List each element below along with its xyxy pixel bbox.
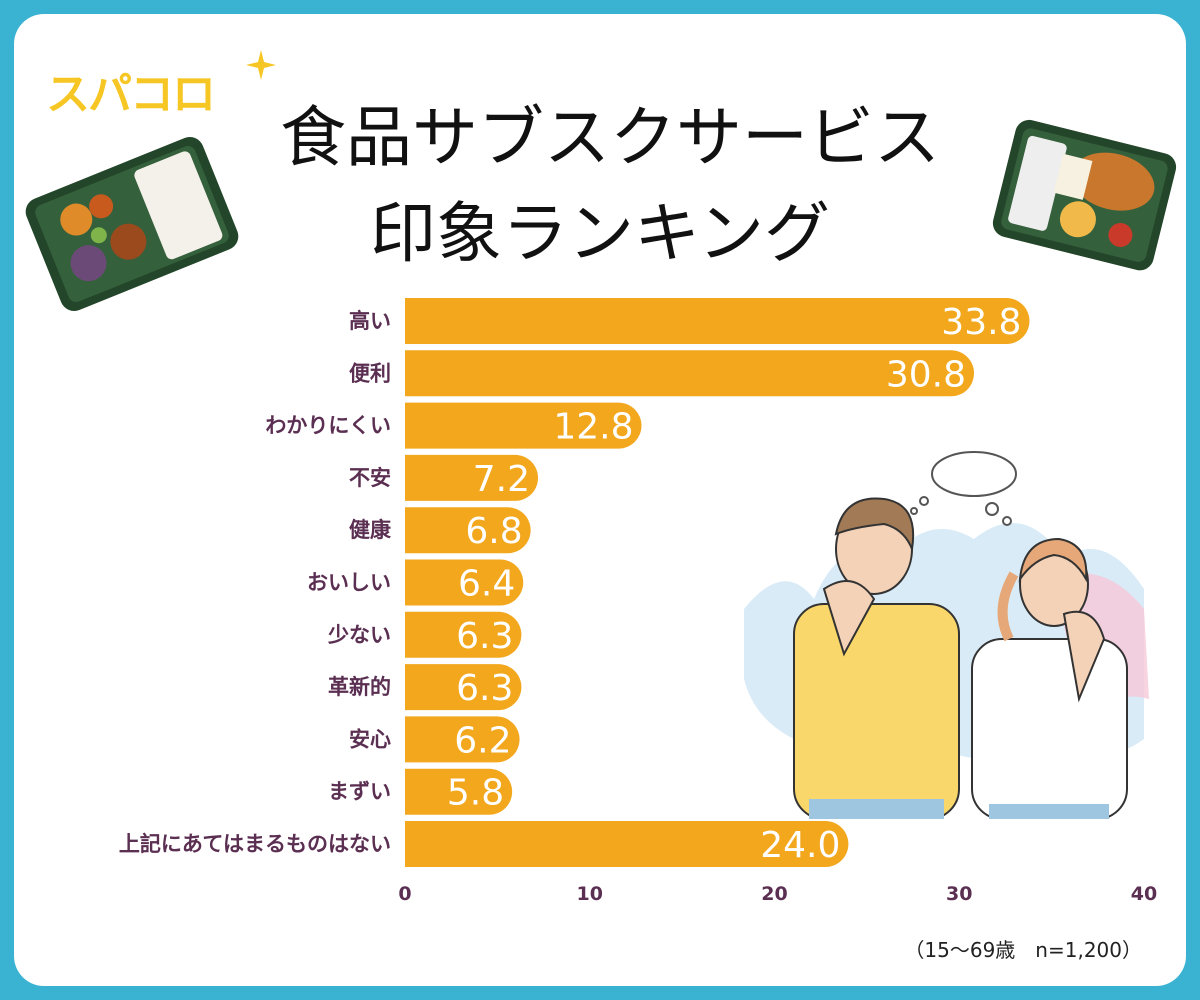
x-axis-ticks: 0 10 20 30 40 bbox=[398, 883, 1157, 905]
bar bbox=[405, 454, 539, 501]
category-label: わかりにくい bbox=[265, 414, 391, 438]
bar bbox=[405, 298, 1030, 344]
value-label: 12.8 bbox=[553, 407, 633, 448]
bar bbox=[405, 821, 849, 867]
x-tick-label: 20 bbox=[761, 883, 787, 905]
x-tick-label: 0 bbox=[398, 883, 411, 905]
brand-logo: スパコロ bbox=[46, 69, 216, 120]
infographic-frame: スパコロ 食品サブスクサービス 印象ランキング bbox=[14, 14, 1186, 986]
category-label: まずい bbox=[328, 780, 391, 804]
bars bbox=[405, 298, 1030, 867]
x-tick-label: 10 bbox=[577, 883, 603, 905]
category-label: 上記にあてはまるものはない bbox=[119, 832, 391, 856]
x-tick-label: 40 bbox=[1131, 883, 1157, 905]
bar bbox=[405, 559, 524, 606]
x-tick-label: 30 bbox=[946, 883, 972, 905]
bar bbox=[405, 402, 642, 449]
category-labels: 高い便利わかりにくい不安健康おいしい少ない革新的安心まずい上記にあてはまるものは… bbox=[119, 309, 392, 856]
value-label: 7.2 bbox=[473, 459, 530, 500]
value-label: 5.8 bbox=[447, 773, 504, 814]
value-label: 6.8 bbox=[465, 511, 522, 552]
category-label: 少ない bbox=[327, 623, 391, 647]
category-label: 革新的 bbox=[328, 675, 391, 699]
bento-box-image-right bbox=[992, 119, 1177, 271]
value-label: 6.3 bbox=[456, 668, 513, 709]
category-label: 高い bbox=[349, 309, 391, 333]
value-label: 6.3 bbox=[456, 616, 513, 657]
category-label: 健康 bbox=[349, 518, 392, 542]
category-label: おいしい bbox=[307, 571, 391, 595]
bar bbox=[405, 611, 522, 658]
bar-chart: 高い便利わかりにくい不安健康おいしい少ない革新的安心まずい上記にあてはまるものは… bbox=[119, 298, 1157, 905]
bar bbox=[405, 768, 513, 815]
bar bbox=[405, 716, 520, 763]
bar bbox=[405, 507, 531, 554]
bar bbox=[405, 664, 522, 711]
bar bbox=[405, 350, 975, 397]
category-label: 便利 bbox=[349, 361, 391, 385]
sparkle-icon bbox=[246, 50, 276, 80]
value-labels: 33.8 30.8 12.8 7.2 6.8 6.4 6.3 6.3 6.2 5.8 24.0 bbox=[447, 302, 1022, 866]
value-label: 24.0 bbox=[760, 825, 840, 866]
title-line-1: 食品サブスクサービス bbox=[280, 99, 940, 176]
value-label: 6.4 bbox=[458, 564, 515, 605]
category-label: 不安 bbox=[349, 466, 391, 490]
sample-note: （15〜69歳 n=1,200） bbox=[904, 938, 1142, 962]
thinking-couple-illustration bbox=[744, 451, 1149, 819]
category-label: 安心 bbox=[349, 727, 391, 751]
value-label: 30.8 bbox=[886, 354, 966, 395]
value-label: 6.2 bbox=[454, 720, 511, 761]
value-label: 33.8 bbox=[941, 302, 1021, 343]
bento-box-image-left bbox=[25, 137, 239, 311]
title-line-2: 印象ランキング bbox=[369, 195, 831, 272]
